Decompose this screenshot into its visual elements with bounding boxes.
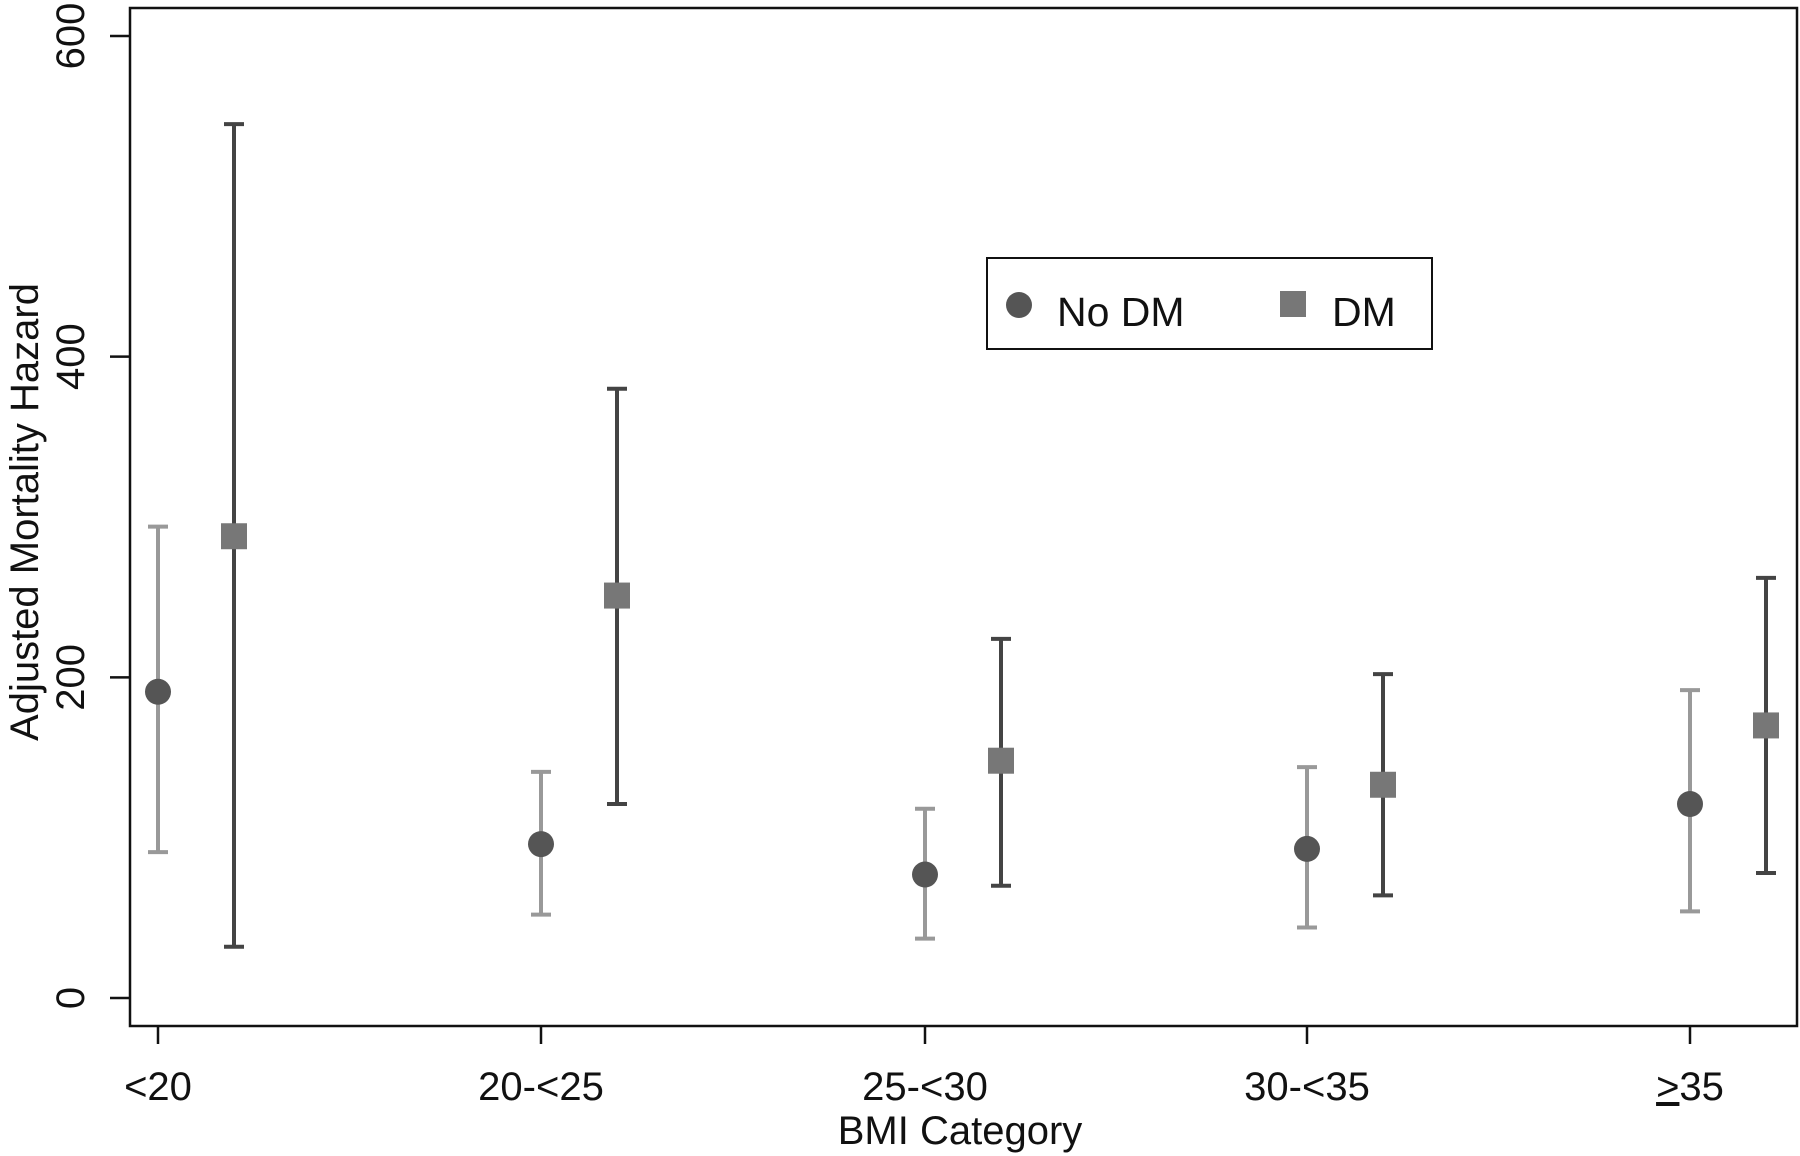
x-tick-label: >35 xyxy=(1656,1065,1724,1109)
x-tick-label: 25-<30 xyxy=(862,1065,988,1109)
y-axis: 0 200 400 600 xyxy=(49,3,130,1009)
x-tick-label: 20-<25 xyxy=(478,1065,604,1109)
x-axis-title: BMI Category xyxy=(838,1109,1083,1153)
x-tick-label: <20 xyxy=(124,1065,192,1109)
legend-label-no-dm: No DM xyxy=(1057,289,1185,335)
plot-frame xyxy=(128,6,1799,1028)
legend-marker-dm xyxy=(1280,291,1306,317)
y-axis-title: Adjusted Mortality Hazard xyxy=(3,283,47,741)
point-dm xyxy=(1753,712,1779,739)
point-no-dm xyxy=(912,861,938,888)
point-dm xyxy=(1370,771,1396,798)
legend-marker-no-dm xyxy=(1006,292,1032,318)
point-no-dm xyxy=(145,678,171,705)
y-tick-label: 200 xyxy=(49,644,93,711)
x-axis: <20 20-<25 25-<30 30-<35 >35 xyxy=(124,1026,1724,1109)
y-tick-label: 600 xyxy=(49,3,93,70)
y-tick-label: 400 xyxy=(49,323,93,390)
legend: No DM DM xyxy=(986,257,1433,350)
legend-label-dm: DM xyxy=(1332,289,1396,335)
legend-box xyxy=(986,257,1433,350)
x-tick-label: 30-<35 xyxy=(1244,1065,1370,1109)
point-dm xyxy=(988,747,1014,774)
point-no-dm xyxy=(1677,790,1703,817)
data-marks xyxy=(145,122,1779,949)
point-no-dm xyxy=(528,831,554,858)
point-dm xyxy=(604,582,630,609)
y-tick-label: 0 xyxy=(49,987,93,1009)
point-no-dm xyxy=(1294,835,1320,862)
point-dm xyxy=(221,523,247,550)
